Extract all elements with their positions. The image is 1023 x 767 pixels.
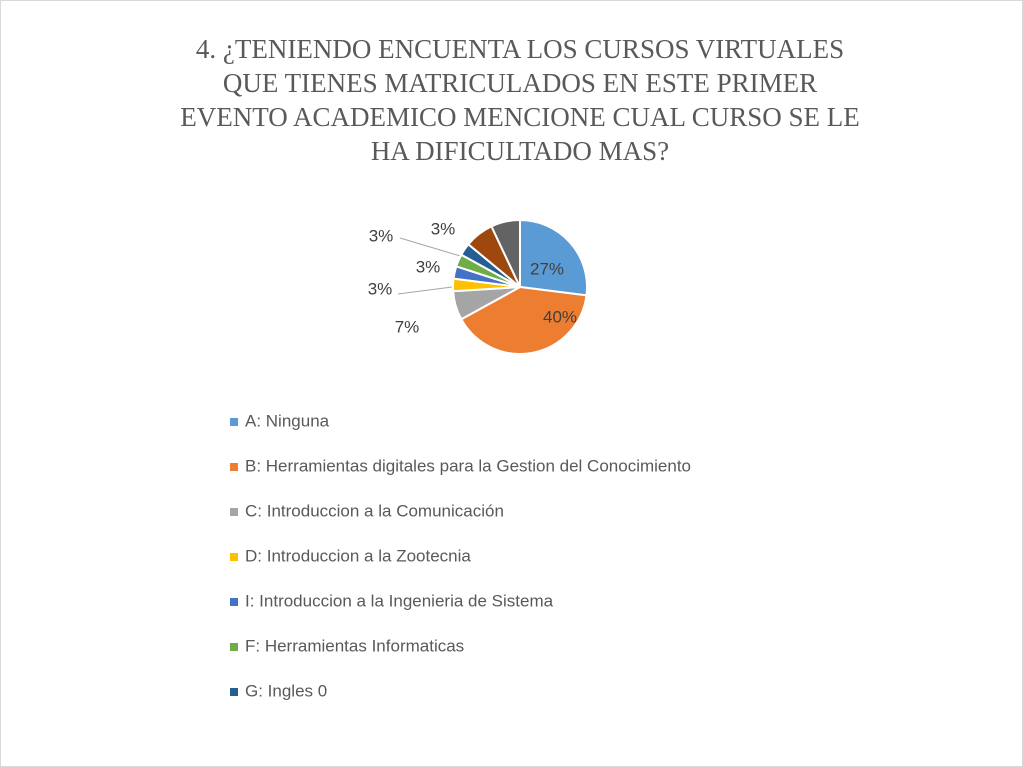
leader-line (399, 237, 468, 259)
leader-line (397, 286, 453, 295)
legend-label: A: Ninguna (245, 411, 330, 430)
legend-swatch (230, 463, 238, 471)
data-label: 3% (416, 257, 441, 276)
pie-slice (459, 285, 588, 355)
legend-label: D: Introduccion a la Zootecnia (245, 546, 471, 565)
data-label: 3% (369, 226, 394, 245)
legend-label: I: Introduccion a la Ingenieria de Siste… (245, 591, 554, 610)
data-label: 40% (543, 307, 577, 326)
data-label: 3% (431, 219, 456, 238)
legend-swatch (230, 553, 238, 561)
data-label: 3% (368, 279, 393, 298)
legend-swatch (230, 688, 238, 696)
pie-slice (490, 218, 521, 288)
legend-swatch (230, 418, 238, 426)
legend-label: F: Herramientas Informaticas (245, 636, 464, 655)
legend-swatch (230, 598, 238, 606)
data-label: 7% (395, 317, 420, 336)
chart-title-line: HA DIFICULTADO MAS? (371, 136, 669, 166)
data-label: 27% (530, 259, 564, 278)
chart-title: 4. ¿TENIENDO ENCUENTA LOS CURSOS VIRTUAL… (180, 34, 860, 166)
legend-label: B: Herramientas digitales para la Gestio… (245, 456, 691, 475)
chart-title-line: 4. ¿TENIENDO ENCUENTA LOS CURSOS VIRTUAL… (196, 34, 844, 64)
legend-label: G: Ingles 0 (245, 681, 327, 700)
legend-label: C: Introduccion a la Comunicación (245, 501, 504, 520)
legend-swatch (230, 643, 238, 651)
legend-swatch (230, 508, 238, 516)
pie-slice (519, 218, 588, 297)
chart-title-line: EVENTO ACADEMICO MENCIONE CUAL CURSO SE … (180, 102, 860, 132)
chart-title-line: QUE TIENES MATRICULADOS EN ESTE PRIMER (223, 68, 817, 98)
